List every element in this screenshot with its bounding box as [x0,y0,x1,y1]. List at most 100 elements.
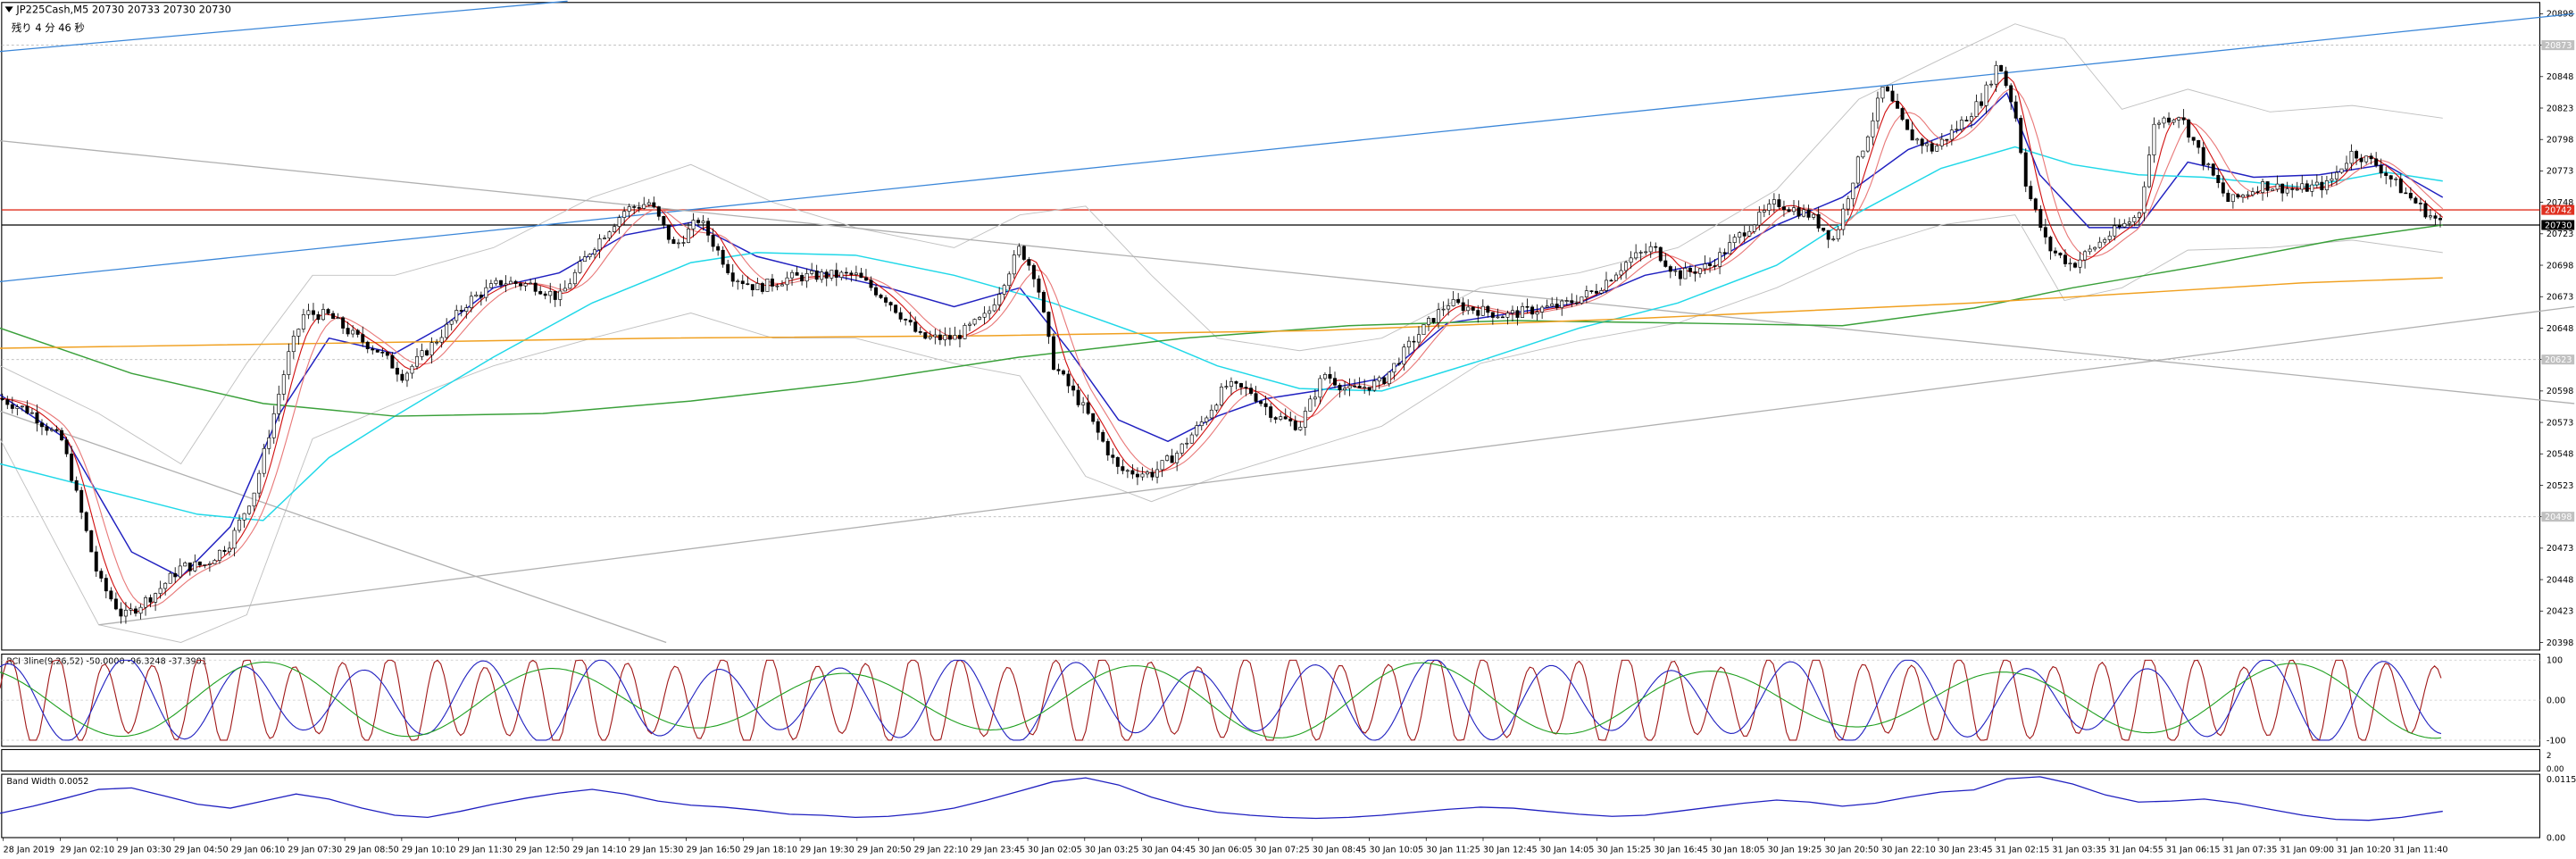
bear-candle [311,310,315,315]
bull-candle [2107,235,2112,240]
x-tick-label: 29 Jan 15:30 [629,846,684,855]
bull-candle [597,238,602,251]
y-tick-label: 20723 [2547,229,2573,239]
bear-candle [1076,389,1080,405]
y-tick-label: 20548 [2547,450,2573,460]
x-axis: 28 Jan 2019 29 Jan 02:10 29 Jan 03:30 29 Ja… [3,838,2448,855]
bull-candle [1180,443,1184,454]
bull-candle [780,284,784,287]
bull-candle [321,309,325,321]
bear-candle [2216,174,2221,183]
bear-candle [1574,302,1579,304]
bull-candle [755,283,760,290]
bull-candle [291,336,296,353]
bull-candle [1648,246,1653,253]
bear-candle [2438,218,2442,221]
bull-candle [2157,122,2161,125]
ma-red-moving-average [0,77,2444,613]
trend-gray-lower-line [98,305,2575,626]
bear-candle [1816,213,1821,229]
bear-candle [671,238,676,245]
x-tick-label: 29 Jan 04:50 [174,846,229,855]
bear-candle [834,270,838,278]
bear-candle [1288,418,1293,421]
bull-candle [1846,198,1850,210]
band-width-y-tick-label: 0.00 [2547,833,2565,843]
bull-candle [464,307,469,313]
bull-candle [474,294,479,297]
bear-candle [1046,312,1051,338]
bear-candle [0,397,4,400]
empty-y-tick-label: 0.00 [2547,765,2564,774]
bear-candle [770,279,774,287]
bull-candle [183,563,188,567]
bull-candle [262,447,266,474]
bull-candle [488,283,493,288]
trend-blue-upper-line [0,0,568,53]
bull-candle [1757,212,1762,226]
bear-candle [904,319,908,321]
bull-candle [2314,181,2319,186]
trend-blue-lower-line [0,13,2575,282]
bull-candle [281,374,286,395]
bull-candle [1081,402,1086,405]
bear-candle [1254,393,1258,402]
x-tick-label: 31 Jan 09:00 [2280,846,2334,855]
bull-candle [2428,215,2432,218]
x-tick-label: 30 Jan 11:25 [1426,846,1480,855]
bear-candle [1594,290,1598,294]
bear-candle [1486,305,1490,313]
bull-candle [193,561,197,571]
bull-candle [1738,232,1742,238]
bull-candle [523,283,528,287]
bull-candle [972,319,977,325]
bull-candle [2093,246,2097,250]
bull-candle [2261,181,2265,193]
bull-candle [158,588,163,594]
bear-candle [1663,260,1668,267]
bear-candle [1357,385,1362,388]
bear-candle [385,352,389,356]
bull-candle [1762,210,1766,213]
y-tick-label: 20798 [2547,136,2573,146]
bear-candle [1910,129,1914,141]
bear-candle [390,354,395,369]
bull-candle [449,320,454,325]
bear-candle [1269,406,1273,418]
bear-candle [400,373,404,381]
bull-candle [953,335,957,340]
bear-candle [2398,179,2403,194]
bear-candle [1777,199,1781,207]
bear-candle [696,220,701,223]
bull-candle [232,530,237,549]
bear-candle [1490,312,1495,318]
bull-candle [144,596,148,608]
bull-candle [613,226,617,232]
x-tick-label: 30 Jan 06:05 [1198,846,1253,855]
x-tick-label: 29 Jan 07:30 [288,846,342,855]
bear-candle [2004,71,2008,87]
x-tick-label: 30 Jan 07:25 [1255,846,1310,855]
bear-candle [1964,120,1969,121]
bull-candle [963,325,967,339]
bear-candle [666,224,671,240]
bull-candle [296,329,301,337]
bull-candle [429,342,434,355]
bull-candle [213,560,217,564]
y-tick-label: 20773 [2547,167,2573,177]
bear-candle [652,202,656,207]
bull-candle [1974,101,1979,117]
bull-candle [642,204,646,209]
bear-candle [1708,263,1713,266]
bear-candle [844,271,848,274]
x-tick-label: 29 Jan 11:30 [459,846,513,855]
bear-candle [1027,259,1031,266]
bull-candle [622,211,627,218]
bear-candle [375,349,379,353]
bear-candle [35,412,39,424]
collapse-triangle-icon[interactable] [4,6,13,13]
y-tick-label: 20898 [2547,10,2573,20]
bear-candle [721,249,725,265]
bear-candle [1555,304,1559,308]
bear-candle [459,310,463,313]
